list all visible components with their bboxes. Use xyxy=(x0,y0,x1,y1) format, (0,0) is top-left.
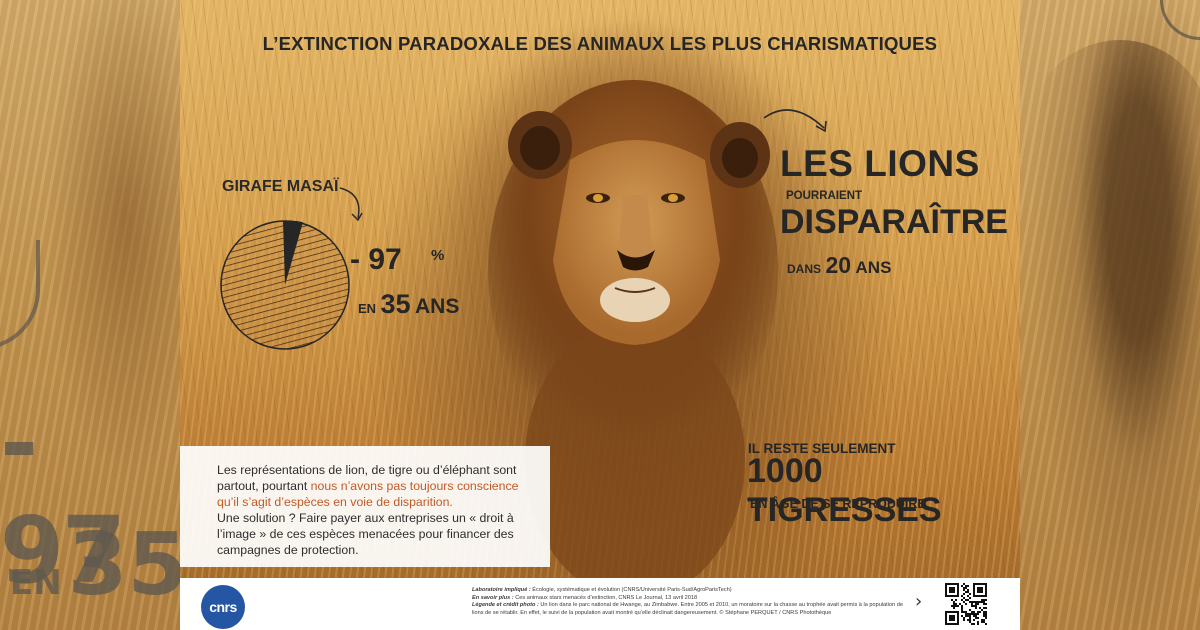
giraffe-en: EN xyxy=(358,301,377,316)
tigers-headline: 1000 TIGRESSES xyxy=(747,452,942,529)
lions-years: 20 xyxy=(825,252,852,278)
giraffe-percent-sign: % xyxy=(431,247,445,264)
giraffe-decline-pie-chart xyxy=(220,220,350,350)
info-text-part2: Une solution ? Faire payer aux entrepris… xyxy=(217,511,514,557)
curved-arrow-icon xyxy=(339,187,363,222)
tigers-outro: EN ÂGE DE SE REPRODUIRE xyxy=(750,497,926,511)
infographic-panel: L’EXTINCTION PARADOXALE DES ANIMAUX LES … xyxy=(180,0,1020,630)
blurred-arrow-icon xyxy=(1160,0,1200,40)
blurred-years-number: 35 xyxy=(67,515,180,615)
tigers-intro: IL RESTE SEULEMENT xyxy=(748,441,896,456)
more-label: En savoir plus : xyxy=(472,594,514,601)
giraffe-years-unit: ANS xyxy=(415,295,460,318)
giraffe-period: EN 35 ANS xyxy=(358,289,459,320)
blurred-arrow-icon xyxy=(0,240,40,350)
blurred-percent: - 97 xyxy=(0,390,126,604)
chevron-right-icon[interactable]: › xyxy=(915,591,923,612)
blurred-en: EN xyxy=(10,563,62,603)
qr-code-icon[interactable] xyxy=(945,583,987,625)
lions-disparaitre: DISPARAÎTRE xyxy=(780,203,1008,241)
lions-headline: LES LIONS xyxy=(780,143,980,184)
giraffe-years: 35 xyxy=(380,289,411,319)
credits: Laboratoire impliqué : Écologie, systéma… xyxy=(472,587,907,617)
curved-arrow-icon xyxy=(763,109,827,133)
blurred-years: EN35 xyxy=(10,515,180,615)
lions-years-unit: ANS xyxy=(855,258,892,277)
page-title: L’EXTINCTION PARADOXALE DES ANIMAUX LES … xyxy=(262,33,938,54)
lions-dans-label: DANS xyxy=(787,262,822,276)
legend-label: Légende et crédit photo : xyxy=(472,602,539,609)
info-highlight: nous n’avons pas toujours conscience qu’… xyxy=(217,479,519,509)
info-text-part1: Les représentations de lion, de tigre ou… xyxy=(217,463,517,493)
more-text[interactable]: Ces animaux stars menacés d’extinction, … xyxy=(513,594,698,601)
info-box: Les représentations de lion, de tigre ou… xyxy=(180,446,550,567)
lions-period: DANS 20 ANS xyxy=(787,252,891,279)
pie-slice-remaining xyxy=(283,220,303,285)
footer: cnrs Laboratoire impliqué : Écologie, sy… xyxy=(180,578,1020,630)
cnrs-logo[interactable]: cnrs xyxy=(201,585,245,629)
giraffe-percent: - 97 xyxy=(350,243,402,276)
giraffe-label: GIRAFE MASAÏ xyxy=(222,178,339,195)
blurred-lion-mane xyxy=(1030,40,1200,630)
lions-pourraient: POURRAIENT xyxy=(786,190,863,202)
legend-text: Un lion dans le parc national de Hwange,… xyxy=(472,602,903,616)
blurred-background-left: - 97 EN35 xyxy=(0,0,180,630)
lab-text: Écologie, systématique et évolution (CNR… xyxy=(530,587,732,593)
blurred-background-right xyxy=(1020,0,1200,630)
lab-label: Laboratoire impliqué : xyxy=(472,587,531,593)
